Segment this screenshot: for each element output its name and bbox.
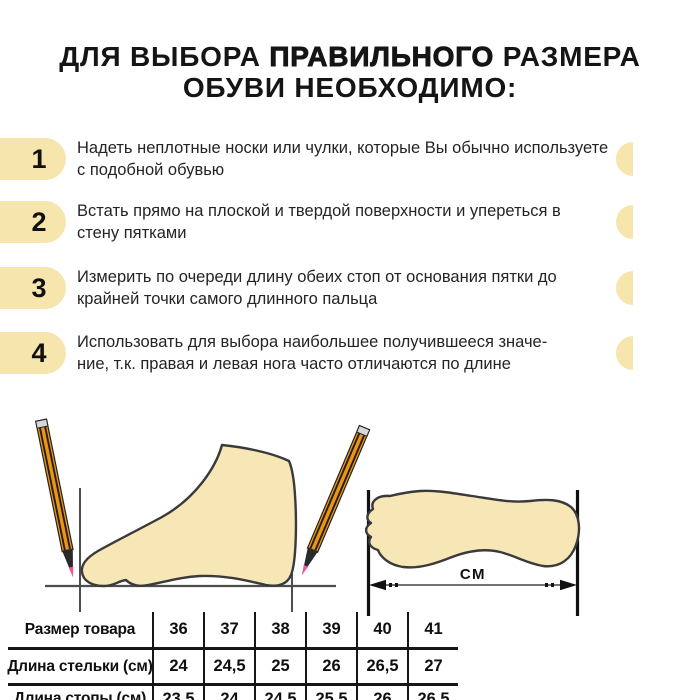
page-title: ДЛЯ ВЫБОРА ПРАВИЛЬНОГО РАЗМЕРА ОБУВИ НЕО… bbox=[0, 41, 700, 103]
step-text-line: Использовать для выбора наибольшее получ… bbox=[77, 333, 548, 351]
table-cell: 25,5 bbox=[305, 683, 356, 700]
table-cell: 24 bbox=[203, 683, 254, 700]
step-number: 1 bbox=[31, 143, 47, 174]
step-number: 2 bbox=[31, 206, 47, 237]
step-number: 3 bbox=[31, 272, 47, 303]
step-3-number-badge: 3 bbox=[0, 267, 66, 309]
table-cell: 26,5 bbox=[407, 683, 458, 700]
step-text-line: Встать прямо на плоской и твердой поверх… bbox=[77, 202, 561, 220]
title-emphasis: ПРАВИЛЬНОГО bbox=[269, 41, 495, 73]
measurement-illustration: СМ bbox=[35, 418, 581, 616]
arrowhead-right bbox=[560, 579, 577, 591]
foot-side-view bbox=[80, 443, 298, 588]
table-row-label: Размер товара bbox=[24, 620, 136, 638]
step-1-text: Надеть неплотные носки или чулки, которы… bbox=[77, 137, 608, 181]
step-text-line: Надеть неплотные носки или чулки, которы… bbox=[77, 139, 609, 157]
pencil-left-icon bbox=[35, 418, 79, 579]
step-1-number-badge: 1 bbox=[0, 138, 66, 180]
arrowhead-left bbox=[369, 579, 386, 591]
table-cell: 25 bbox=[254, 647, 305, 683]
step-2-number-badge: 2 bbox=[0, 201, 66, 243]
step-2-text: Встать прямо на плоской и твердой поверх… bbox=[77, 200, 561, 244]
table-cell: 26,5 bbox=[356, 647, 407, 683]
table-cell: 39 bbox=[305, 612, 356, 647]
step-3-text: Измерить по очереди длину обеих стоп от … bbox=[77, 266, 557, 310]
table-cell: 40 bbox=[356, 612, 407, 647]
step-text-line: с подобной обувью bbox=[77, 161, 225, 179]
half-dot-decoration bbox=[616, 142, 633, 176]
title-line-1: ДЛЯ ВЫБОРА ПРАВИЛЬНОГО РАЗМЕРА bbox=[0, 41, 700, 73]
step-text-line: ние, т.к. правая и левая нога часто отли… bbox=[77, 355, 511, 373]
table-cell: 41 bbox=[407, 612, 458, 647]
table-cell: 24,5 bbox=[203, 647, 254, 683]
table-cell: 24 bbox=[152, 647, 203, 683]
pencil-right-icon bbox=[296, 424, 371, 578]
foot-outline-top-view bbox=[364, 489, 581, 569]
table-row-label: Длина стопы (см) bbox=[8, 683, 152, 700]
step-2: 2 Встать прямо на плоской и твердой пове… bbox=[0, 200, 700, 244]
step-text-line: крайней точки самого длинного пальца bbox=[77, 290, 378, 308]
table-cell: 36 bbox=[152, 612, 203, 647]
table-cell: 26 bbox=[305, 647, 356, 683]
cm-label: СМ bbox=[460, 566, 486, 583]
table-cell: 27 bbox=[407, 647, 458, 683]
table-cell: 23,5 bbox=[152, 683, 203, 700]
table-cell: 38 bbox=[254, 612, 305, 647]
step-number: 4 bbox=[31, 337, 47, 368]
step-3: 3 Измерить по очереди длину обеих стоп о… bbox=[0, 266, 700, 310]
step-text-line: Измерить по очереди длину обеих стоп от … bbox=[77, 268, 557, 286]
step-text-line: стену пятками bbox=[77, 224, 187, 242]
half-dot-decoration bbox=[616, 205, 633, 239]
table-cell: 26 bbox=[356, 683, 407, 700]
table-cell: 37 bbox=[203, 612, 254, 647]
size-table: Размер товара 36 37 38 39 40 41 Длина ст… bbox=[7, 612, 458, 700]
step-4: 4 Использовать для выбора наибольшее пол… bbox=[0, 331, 700, 375]
half-dot-decoration bbox=[616, 336, 633, 370]
table-row-label: Длина стельки (см) bbox=[7, 647, 153, 683]
half-dot-decoration bbox=[616, 271, 633, 305]
table-cell: 24,5 bbox=[254, 683, 305, 700]
step-1: 1 Надеть неплотные носки или чулки, кото… bbox=[0, 137, 700, 181]
title-line-2: ОБУВИ НЕОБХОДИМО: bbox=[182, 72, 518, 103]
step-4-text: Использовать для выбора наибольшее получ… bbox=[77, 331, 547, 375]
title-prefix: ДЛЯ ВЫБОРА bbox=[59, 41, 270, 72]
step-4-number-badge: 4 bbox=[0, 332, 66, 374]
title-suffix: РАЗМЕРА bbox=[494, 41, 641, 72]
